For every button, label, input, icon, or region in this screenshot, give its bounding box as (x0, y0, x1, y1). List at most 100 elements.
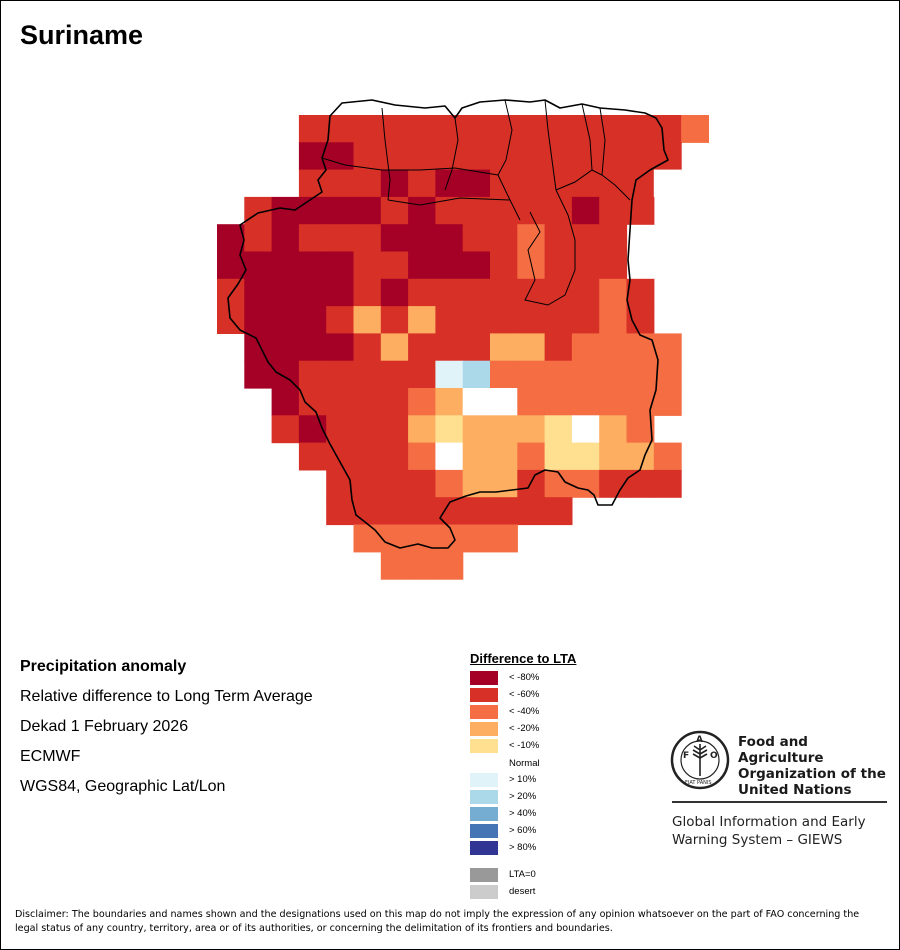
legend-swatch (470, 807, 498, 821)
grid-cell (571, 142, 600, 171)
grid-cell (326, 442, 355, 471)
grid-cell (298, 196, 327, 225)
grid-cell (490, 142, 518, 171)
grid-cell (380, 278, 409, 307)
grid-cell (435, 469, 464, 498)
grid-cell (380, 224, 409, 253)
grid-cell (490, 415, 518, 444)
grid-cell (326, 360, 355, 389)
grid-cell (353, 524, 382, 553)
grid-cell (517, 333, 546, 362)
grid-cell (490, 388, 518, 416)
grid-cell (462, 524, 491, 553)
giews-name: Global Information and Early Warning Sys… (672, 814, 866, 848)
grid-cell (544, 360, 573, 389)
grid-cell (271, 196, 300, 225)
grid-cell (599, 251, 628, 280)
grid-cell (599, 224, 628, 253)
grid-cell (462, 196, 491, 225)
legend-label: > 40% (509, 808, 537, 819)
grid-cell (462, 497, 491, 526)
grid-cell (244, 278, 273, 307)
grid-cell (380, 142, 409, 171)
grid-cell (380, 497, 409, 526)
grid-cell (435, 497, 464, 526)
grid-cell (517, 469, 546, 498)
logo-divider (672, 801, 887, 803)
grid-cell (517, 360, 546, 389)
grid-cell (599, 360, 628, 389)
grid-cell (544, 142, 573, 171)
grid-cell (408, 169, 436, 198)
grid-cell (653, 333, 682, 362)
grid-cell (271, 251, 300, 280)
grid-cell (298, 388, 327, 416)
grid-cell (599, 278, 628, 307)
legend-swatch (470, 885, 498, 899)
grid-cell (435, 360, 464, 389)
grid-cell (490, 278, 518, 307)
legend-swatch (470, 790, 498, 804)
grid-cell (490, 169, 518, 198)
legend-label: < -80% (509, 672, 540, 683)
grid-cell (517, 415, 546, 444)
disclaimer: Disclaimer: The boundaries and names sho… (15, 909, 860, 934)
grid-cell (435, 115, 464, 143)
grid-cell (517, 169, 546, 198)
map-title: Suriname (20, 20, 144, 50)
grid-cell (653, 469, 682, 498)
grid-cell (326, 415, 355, 444)
grid-cell (490, 497, 518, 526)
grid-cell (244, 333, 273, 362)
grid-cell (599, 306, 628, 334)
grid-cell (462, 442, 491, 471)
grid-cell (490, 115, 518, 143)
grid-cell (490, 469, 518, 498)
legend-swatch (470, 705, 498, 719)
grid-cell (544, 415, 573, 444)
grid-cell (544, 497, 573, 526)
legend-swatch (470, 757, 498, 771)
legend-swatch (470, 841, 498, 855)
grid-cell (626, 415, 655, 444)
grid-cell (626, 115, 655, 143)
grid-cell (490, 360, 518, 389)
grid-cell (408, 196, 436, 225)
grid-cell (517, 196, 546, 225)
grid-cell (571, 415, 600, 444)
grid-cell (517, 115, 546, 143)
grid-cell (353, 333, 382, 362)
fao-name: Food and Agriculture Organization of the… (738, 734, 886, 798)
info-heading: Precipitation anomaly (20, 658, 187, 675)
grid-cell (271, 224, 300, 253)
grid-cell (462, 278, 491, 307)
grid-cell (571, 306, 600, 334)
grid-cell (571, 251, 600, 280)
grid-cell (380, 251, 409, 280)
grid-cell (517, 142, 546, 171)
legend-label: LTA=0 (509, 869, 536, 880)
grid-cell (462, 224, 491, 253)
grid-cell (462, 415, 491, 444)
grid-cell (599, 469, 628, 498)
grid-cell (571, 442, 600, 471)
grid-cell (353, 442, 382, 471)
grid-cell (435, 306, 464, 334)
grid-cell (435, 251, 464, 280)
grid-cell (462, 333, 491, 362)
grid-cell (490, 306, 518, 334)
grid-cell (599, 115, 628, 143)
legend-swatch (470, 688, 498, 702)
legend-label: < -10% (509, 740, 540, 751)
grid-cell (298, 442, 327, 471)
grid-cell (298, 224, 327, 253)
grid-cell (380, 115, 409, 143)
grid-cell (490, 251, 518, 280)
legend-label: < -20% (509, 723, 540, 734)
grid-cell (244, 360, 273, 389)
info-period: Dekad 1 February 2026 (20, 718, 189, 735)
grid-cell (653, 388, 682, 416)
grid-cell (626, 333, 655, 362)
grid-cell (544, 224, 573, 253)
grid-cell (380, 415, 409, 444)
